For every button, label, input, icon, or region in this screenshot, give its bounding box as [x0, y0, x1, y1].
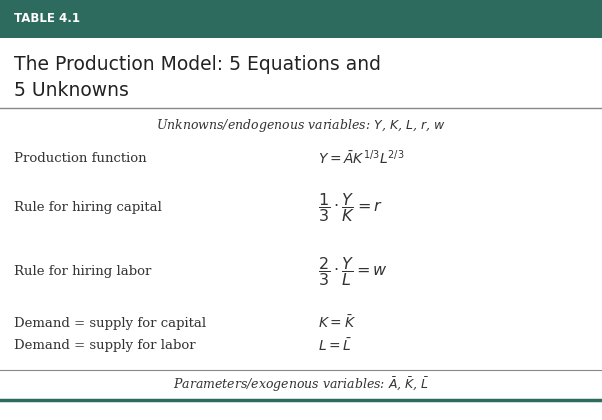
Text: Unknowns/endogenous variables: $Y$, $K$, $L$, $r$, $w$: Unknowns/endogenous variables: $Y$, $K$,…: [157, 118, 445, 134]
Text: $L = \bar{L}$: $L = \bar{L}$: [318, 338, 352, 354]
Text: The Production Model: 5 Equations and: The Production Model: 5 Equations and: [14, 55, 381, 74]
Text: TABLE 4.1: TABLE 4.1: [14, 13, 80, 26]
Text: $\dfrac{2}{3}\cdot\dfrac{Y}{L} = w$: $\dfrac{2}{3}\cdot\dfrac{Y}{L} = w$: [318, 255, 388, 289]
Text: Demand = supply for capital: Demand = supply for capital: [14, 317, 206, 330]
Text: Parameters/exogenous variables: $\bar{A}$, $\bar{K}$, $\bar{L}$: Parameters/exogenous variables: $\bar{A}…: [173, 376, 429, 394]
Text: Demand = supply for labor: Demand = supply for labor: [14, 339, 196, 352]
Text: $\dfrac{1}{3}\cdot\dfrac{Y}{K} = r$: $\dfrac{1}{3}\cdot\dfrac{Y}{K} = r$: [318, 192, 383, 225]
Text: Production function: Production function: [14, 152, 147, 165]
Text: $Y = \bar{A}K^{1/3}L^{2/3}$: $Y = \bar{A}K^{1/3}L^{2/3}$: [318, 149, 405, 167]
FancyBboxPatch shape: [0, 38, 602, 420]
Text: Rule for hiring capital: Rule for hiring capital: [14, 202, 162, 215]
FancyBboxPatch shape: [0, 0, 602, 38]
Text: 5 Unknowns: 5 Unknowns: [14, 81, 129, 100]
Text: $K = \bar{K}$: $K = \bar{K}$: [318, 315, 356, 331]
Text: Rule for hiring labor: Rule for hiring labor: [14, 265, 151, 278]
